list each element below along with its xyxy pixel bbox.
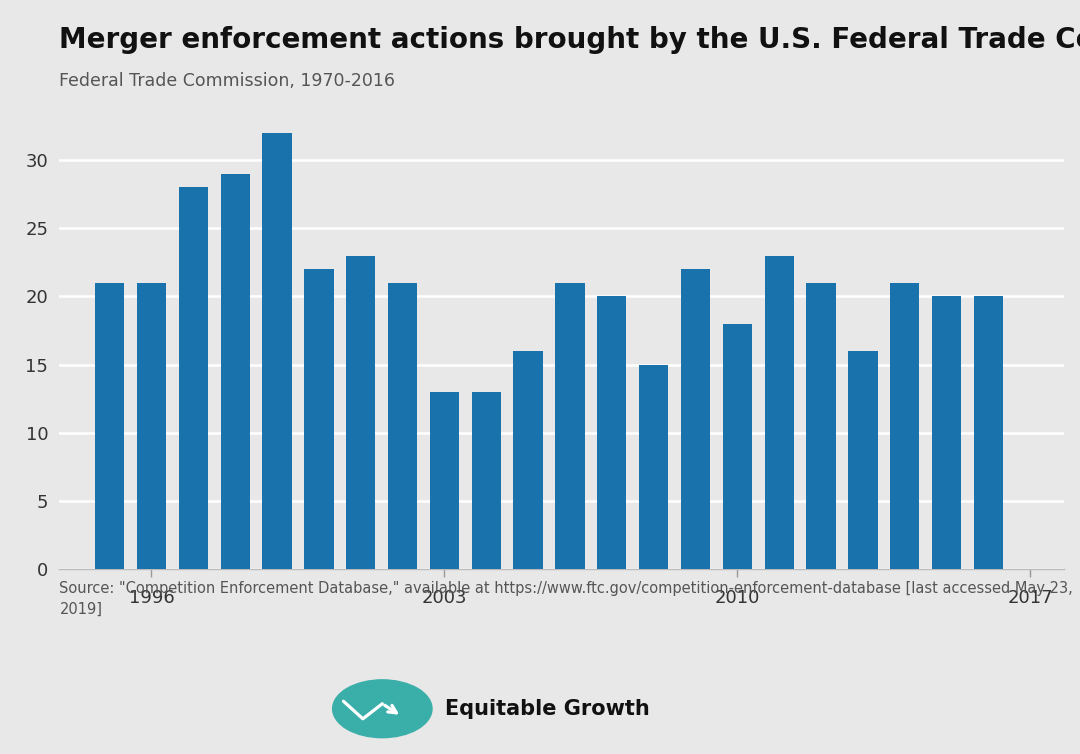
Bar bbox=[472, 392, 501, 569]
Bar bbox=[513, 351, 543, 569]
Text: Equitable Growth: Equitable Growth bbox=[445, 699, 650, 719]
Bar bbox=[597, 296, 626, 569]
Bar bbox=[220, 173, 249, 569]
Bar bbox=[555, 283, 584, 569]
Bar bbox=[765, 256, 794, 569]
Bar bbox=[388, 283, 417, 569]
Text: Source: "Competition Enforcement Database," available at https://www.ftc.gov/com: Source: "Competition Enforcement Databas… bbox=[59, 581, 1074, 617]
Text: Federal Trade Commission, 1970-2016: Federal Trade Commission, 1970-2016 bbox=[59, 72, 395, 90]
Bar bbox=[95, 283, 124, 569]
Bar bbox=[848, 351, 878, 569]
Circle shape bbox=[333, 680, 432, 737]
Bar bbox=[680, 269, 711, 569]
Bar bbox=[430, 392, 459, 569]
Bar bbox=[639, 365, 669, 569]
Bar bbox=[346, 256, 376, 569]
Bar bbox=[974, 296, 1003, 569]
Bar bbox=[178, 188, 208, 569]
Text: Merger enforcement actions brought by the U.S. Federal Trade Commission: Merger enforcement actions brought by th… bbox=[59, 26, 1080, 54]
Bar bbox=[932, 296, 961, 569]
Bar bbox=[137, 283, 166, 569]
Bar bbox=[262, 133, 292, 569]
Bar bbox=[890, 283, 919, 569]
Bar bbox=[305, 269, 334, 569]
Bar bbox=[723, 323, 752, 569]
Bar bbox=[807, 283, 836, 569]
